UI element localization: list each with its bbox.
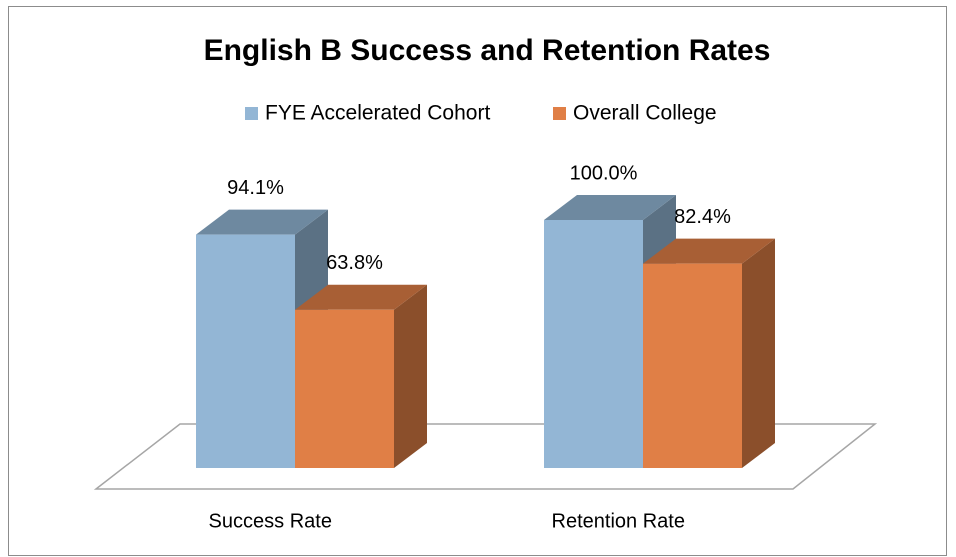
- bar-top: [196, 209, 328, 235]
- bar-side: [742, 238, 775, 468]
- legend-label: Overall College: [573, 102, 717, 125]
- data-label: 82.4%: [674, 206, 731, 228]
- legend-swatch: [245, 107, 258, 120]
- bar-front: [544, 220, 643, 468]
- bar-top: [544, 195, 676, 220]
- bar-front: [295, 309, 394, 468]
- legend-swatch: [553, 107, 566, 120]
- bar-side: [394, 284, 427, 468]
- x-tick-label: Success Rate: [209, 510, 332, 532]
- bar-top: [643, 238, 775, 264]
- chart-title: English B Success and Retention Rates: [204, 34, 771, 67]
- bar-front: [196, 234, 295, 468]
- data-label: 100.0%: [570, 162, 638, 184]
- data-label: 94.1%: [227, 177, 284, 199]
- bar-front: [643, 263, 742, 468]
- bar-top: [295, 284, 427, 310]
- data-label: 63.8%: [326, 252, 383, 274]
- legend-label: FYE Accelerated Cohort: [265, 102, 490, 125]
- x-tick-label: Retention Rate: [552, 510, 685, 532]
